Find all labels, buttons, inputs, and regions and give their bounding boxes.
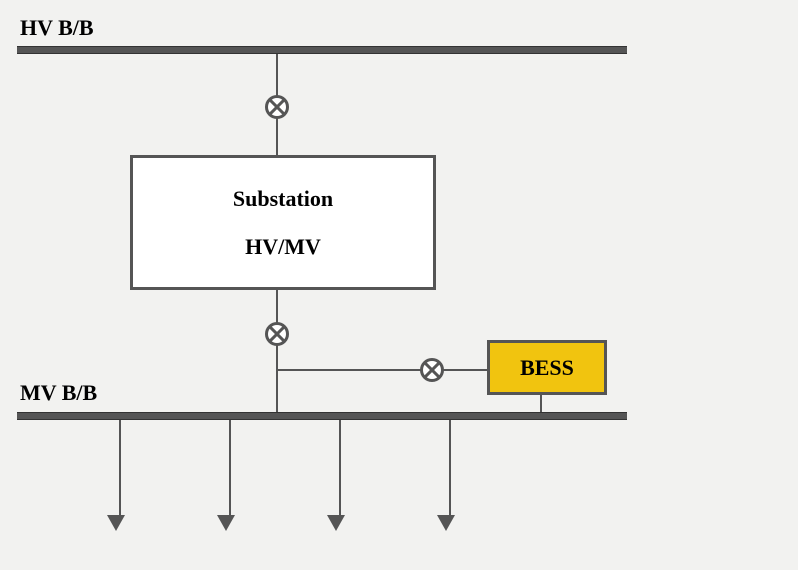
substation-label-2: HV/MV <box>245 234 321 260</box>
line-sub-to-mv <box>276 290 278 412</box>
hv-bb-label: HV B/B <box>20 15 94 41</box>
bess-box: BESS <box>487 340 607 395</box>
line-bess-to-mv <box>540 395 542 412</box>
feeder-arrow <box>225 420 235 531</box>
hv-busbar <box>17 46 627 54</box>
breaker-hv-icon <box>265 95 289 119</box>
substation-label-1: Substation <box>233 186 333 212</box>
breaker-bess-icon <box>420 358 444 382</box>
line-to-bess <box>278 369 487 371</box>
bess-label: BESS <box>520 355 574 381</box>
feeder-arrow <box>445 420 455 531</box>
feeder-arrow <box>115 420 125 531</box>
feeder-arrow <box>335 420 345 531</box>
breaker-mv-icon <box>265 322 289 346</box>
substation-box: Substation HV/MV <box>130 155 436 290</box>
mv-bb-label: MV B/B <box>20 380 97 406</box>
mv-busbar <box>17 412 627 420</box>
